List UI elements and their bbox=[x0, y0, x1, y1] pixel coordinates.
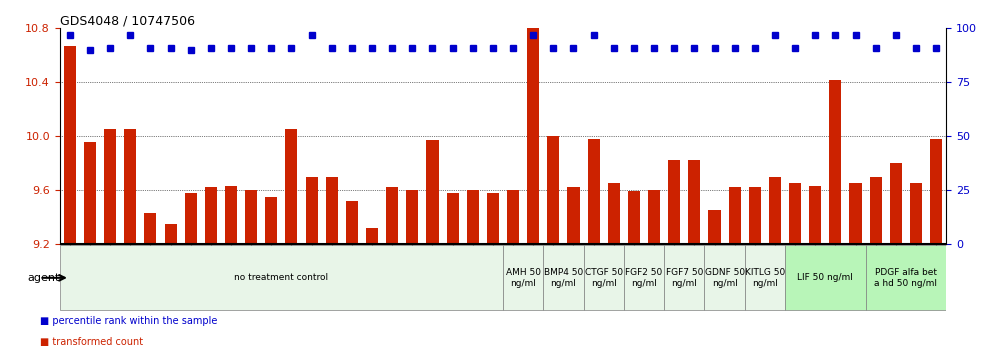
Bar bbox=[708, 210, 720, 244]
Text: FGF2 50
ng/ml: FGF2 50 ng/ml bbox=[625, 268, 662, 287]
Bar bbox=[769, 177, 781, 244]
Bar bbox=[889, 163, 902, 244]
Bar bbox=[84, 142, 96, 244]
Bar bbox=[467, 190, 479, 244]
Bar bbox=[426, 140, 438, 244]
Bar bbox=[105, 130, 117, 244]
Bar bbox=[225, 186, 237, 244]
Bar bbox=[608, 183, 620, 244]
Text: CTGF 50
ng/ml: CTGF 50 ng/ml bbox=[585, 268, 622, 287]
Bar bbox=[688, 160, 700, 244]
Bar bbox=[870, 177, 881, 244]
Bar bbox=[527, 28, 539, 244]
Bar bbox=[124, 130, 136, 244]
Bar bbox=[588, 139, 600, 244]
Text: ■ transformed count: ■ transformed count bbox=[40, 337, 143, 347]
Bar bbox=[487, 193, 499, 244]
Bar bbox=[346, 201, 358, 244]
Bar bbox=[548, 136, 560, 244]
FancyBboxPatch shape bbox=[785, 245, 866, 310]
Text: GDNF 50
ng/ml: GDNF 50 ng/ml bbox=[704, 268, 745, 287]
FancyBboxPatch shape bbox=[866, 245, 946, 310]
FancyBboxPatch shape bbox=[745, 245, 785, 310]
Bar bbox=[144, 213, 156, 244]
FancyBboxPatch shape bbox=[60, 245, 503, 310]
Bar bbox=[809, 186, 822, 244]
Bar bbox=[245, 190, 257, 244]
Bar bbox=[830, 80, 842, 244]
Text: FGF7 50
ng/ml: FGF7 50 ng/ml bbox=[665, 268, 703, 287]
Bar bbox=[789, 183, 801, 244]
FancyBboxPatch shape bbox=[584, 245, 623, 310]
Text: BMP4 50
ng/ml: BMP4 50 ng/ml bbox=[544, 268, 583, 287]
Bar bbox=[184, 193, 197, 244]
Bar bbox=[386, 188, 398, 244]
Bar bbox=[326, 177, 338, 244]
Bar bbox=[64, 46, 76, 244]
Bar bbox=[205, 188, 217, 244]
Bar bbox=[265, 197, 277, 244]
Bar bbox=[306, 177, 318, 244]
Bar bbox=[668, 160, 680, 244]
Bar bbox=[910, 183, 922, 244]
Text: no treatment control: no treatment control bbox=[234, 273, 329, 282]
Text: agent: agent bbox=[27, 273, 60, 283]
Text: GDS4048 / 10747506: GDS4048 / 10747506 bbox=[60, 14, 195, 27]
FancyBboxPatch shape bbox=[543, 245, 584, 310]
Text: LIF 50 ng/ml: LIF 50 ng/ml bbox=[798, 273, 854, 282]
Bar bbox=[749, 188, 761, 244]
FancyBboxPatch shape bbox=[704, 245, 745, 310]
FancyBboxPatch shape bbox=[503, 245, 543, 310]
Bar bbox=[648, 190, 660, 244]
Bar bbox=[406, 190, 418, 244]
Bar bbox=[446, 193, 458, 244]
Bar bbox=[164, 224, 176, 244]
Bar bbox=[930, 139, 942, 244]
Text: AMH 50
ng/ml: AMH 50 ng/ml bbox=[506, 268, 541, 287]
Text: PDGF alfa bet
a hd 50 ng/ml: PDGF alfa bet a hd 50 ng/ml bbox=[874, 268, 937, 287]
Bar bbox=[568, 188, 580, 244]
Bar bbox=[729, 188, 741, 244]
FancyBboxPatch shape bbox=[664, 245, 704, 310]
Text: ■ percentile rank within the sample: ■ percentile rank within the sample bbox=[40, 316, 217, 326]
FancyBboxPatch shape bbox=[623, 245, 664, 310]
Bar bbox=[627, 192, 640, 244]
Text: KITLG 50
ng/ml: KITLG 50 ng/ml bbox=[745, 268, 785, 287]
Bar bbox=[850, 183, 862, 244]
Bar bbox=[286, 130, 298, 244]
Bar bbox=[507, 190, 519, 244]
Bar bbox=[366, 228, 378, 244]
